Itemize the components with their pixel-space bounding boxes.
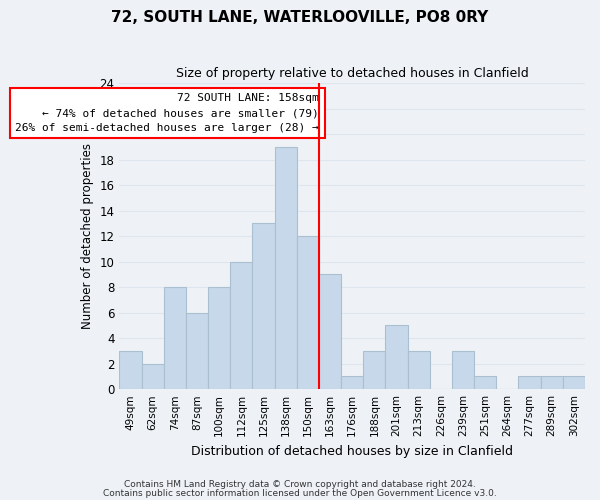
- Bar: [563, 376, 585, 389]
- Text: Contains public sector information licensed under the Open Government Licence v3: Contains public sector information licen…: [103, 488, 497, 498]
- Bar: [385, 326, 407, 389]
- Bar: [474, 376, 496, 389]
- Bar: [341, 376, 364, 389]
- Bar: [518, 376, 541, 389]
- Title: Size of property relative to detached houses in Clanfield: Size of property relative to detached ho…: [176, 68, 529, 80]
- Text: Contains HM Land Registry data © Crown copyright and database right 2024.: Contains HM Land Registry data © Crown c…: [124, 480, 476, 489]
- Bar: [119, 351, 142, 389]
- Text: 72 SOUTH LANE: 158sqm
← 74% of detached houses are smaller (79)
26% of semi-deta: 72 SOUTH LANE: 158sqm ← 74% of detached …: [15, 94, 319, 133]
- Bar: [142, 364, 164, 389]
- Bar: [297, 236, 319, 389]
- Bar: [407, 351, 430, 389]
- Y-axis label: Number of detached properties: Number of detached properties: [81, 143, 94, 329]
- Bar: [164, 287, 186, 389]
- Bar: [186, 312, 208, 389]
- X-axis label: Distribution of detached houses by size in Clanfield: Distribution of detached houses by size …: [191, 444, 513, 458]
- Bar: [319, 274, 341, 389]
- Bar: [208, 287, 230, 389]
- Bar: [275, 147, 297, 389]
- Text: 72, SOUTH LANE, WATERLOOVILLE, PO8 0RY: 72, SOUTH LANE, WATERLOOVILLE, PO8 0RY: [112, 10, 488, 25]
- Bar: [541, 376, 563, 389]
- Bar: [253, 224, 275, 389]
- Bar: [230, 262, 253, 389]
- Bar: [452, 351, 474, 389]
- Bar: [364, 351, 385, 389]
